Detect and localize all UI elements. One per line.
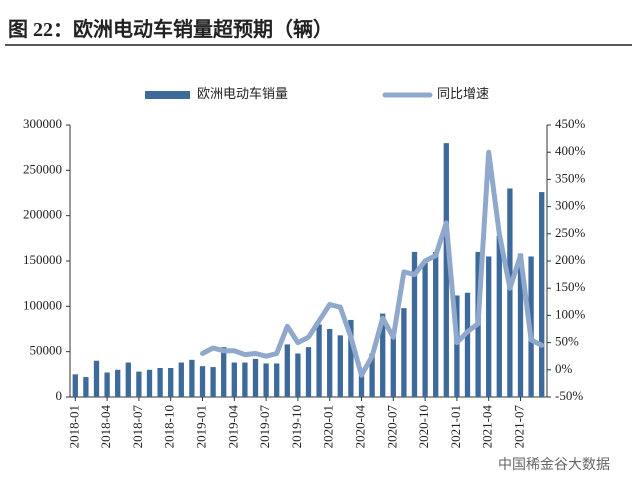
watermark: 中国稀金谷大数据 [498, 457, 610, 473]
line [200, 149, 545, 378]
bar [517, 253, 524, 397]
bar [295, 353, 301, 397]
legend-label: 同比增速 [437, 86, 489, 101]
y-tick-label: 150000 [23, 252, 62, 267]
y-tick-label: 200000 [23, 207, 62, 222]
bar [274, 363, 280, 397]
x-tick-label: 2018-07 [130, 405, 145, 449]
bar [411, 251, 418, 397]
y2-tick-label: 300% [555, 198, 586, 213]
bar [390, 335, 396, 397]
y2-tick-label: 350% [555, 170, 586, 185]
x-tick-label: 2021-01 [448, 405, 463, 448]
bar [464, 292, 471, 397]
y2-tick-label: -50% [555, 388, 583, 403]
bar [199, 366, 206, 397]
x-tick-label: 2020-07 [384, 405, 399, 449]
x-tick-label: 2018-04 [98, 405, 113, 449]
bar [348, 319, 354, 397]
bar [189, 359, 195, 397]
x-tick-label: 2019-01 [193, 405, 208, 448]
bar [454, 295, 460, 397]
bar [125, 362, 131, 397]
y-tick-label: 0 [56, 388, 63, 403]
bar [327, 329, 333, 397]
bar [369, 353, 375, 397]
bar [93, 360, 100, 397]
bar [231, 362, 237, 397]
x-tick-label: 2019-10 [289, 405, 304, 448]
bar [242, 362, 248, 397]
bar [168, 367, 174, 397]
bar [305, 347, 312, 397]
x-tick-label: 2020-10 [416, 405, 431, 448]
bar [380, 313, 386, 397]
x-tick-label: 2019-07 [257, 405, 272, 449]
bar [115, 369, 121, 397]
bar [433, 251, 439, 397]
bar [284, 344, 290, 397]
x-tick-label: 2020-01 [321, 405, 336, 448]
bar [443, 143, 449, 397]
y-tick-label: 50000 [30, 343, 63, 358]
bar [486, 256, 492, 397]
bar [422, 262, 428, 397]
bar [157, 367, 163, 397]
x-tick-label: 2021-04 [480, 405, 495, 449]
y2-tick-label: 150% [555, 279, 586, 294]
legend-label: 欧洲电动车销量 [197, 86, 288, 101]
y-tick-label: 300000 [23, 116, 62, 131]
bar [401, 308, 407, 397]
bar [210, 367, 216, 397]
y-tick-label: 100000 [23, 297, 62, 312]
bar [221, 347, 227, 397]
chart-title: 图 22：欧洲电动车销量超预期（辆） [8, 17, 333, 41]
bar [252, 358, 259, 397]
bar [146, 369, 153, 397]
y2-tick-label: 400% [555, 143, 586, 158]
y2-tick-label: 250% [555, 225, 586, 240]
bar [83, 377, 89, 397]
legend-swatch [145, 91, 190, 99]
x-tick-label: 2019-04 [225, 405, 240, 449]
bar [337, 335, 343, 397]
y2-tick-label: 450% [555, 116, 586, 131]
x-tick-label: 2018-10 [162, 405, 177, 448]
y-tick-label: 250000 [23, 161, 62, 176]
bar [316, 324, 322, 397]
x-tick-label: 2020-04 [352, 405, 367, 449]
bar [496, 235, 502, 397]
bar [178, 362, 184, 397]
y2-tick-label: 200% [555, 252, 586, 267]
bar [263, 363, 269, 397]
x-tick-label: 2018-01 [66, 405, 81, 448]
bar [136, 371, 142, 397]
x-tick-label: 2021-07 [511, 405, 526, 449]
bar [507, 188, 513, 397]
bar [539, 192, 545, 397]
bar [358, 369, 365, 397]
bar [104, 372, 110, 397]
y2-tick-label: 100% [555, 306, 586, 321]
bar [72, 374, 78, 397]
y2-tick-label: 0% [555, 361, 573, 376]
y2-tick-label: 50% [555, 334, 579, 349]
